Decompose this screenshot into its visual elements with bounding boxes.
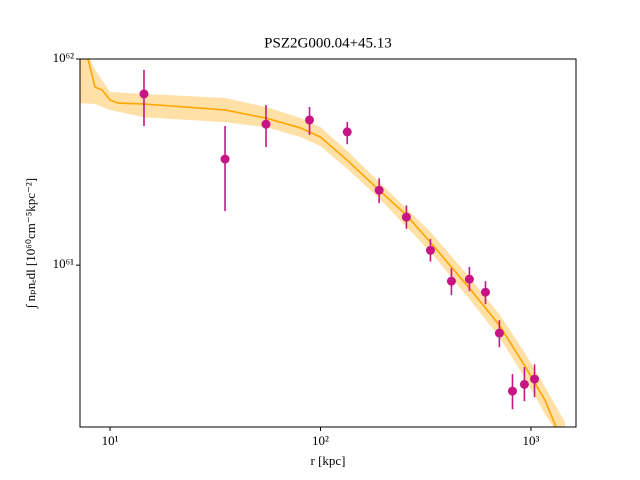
- x-tick-label: 10¹: [102, 433, 119, 448]
- chart-title: PSZ2G000.04+45.13: [264, 35, 392, 51]
- data-point: [374, 185, 384, 195]
- data-point: [342, 127, 352, 137]
- axes-frame: [79, 58, 577, 428]
- y-tick-label: 10⁶²: [53, 50, 75, 65]
- data-point: [401, 212, 411, 222]
- data-point: [519, 379, 529, 389]
- data-point: [507, 386, 517, 396]
- data-point: [446, 276, 456, 286]
- data-point: [305, 115, 315, 125]
- data-point: [464, 274, 474, 284]
- x-axis-label: r [kpc]: [310, 453, 345, 468]
- x-tick-label: 10²: [312, 433, 329, 448]
- data-point: [220, 154, 230, 164]
- data-point: [261, 119, 271, 129]
- y-axis-label: ∫ nₚnₑdl [10⁶⁰cm⁻⁵kpc⁻²]: [23, 178, 39, 309]
- data-point: [494, 328, 504, 338]
- x-tick-label: 10³: [522, 433, 539, 448]
- data-point: [425, 245, 435, 255]
- uncertainty-band: [80, 59, 566, 427]
- data-point: [530, 374, 540, 384]
- data-point: [139, 89, 149, 99]
- y-tick-label: 10⁶¹: [53, 256, 75, 271]
- data-point: [480, 287, 490, 297]
